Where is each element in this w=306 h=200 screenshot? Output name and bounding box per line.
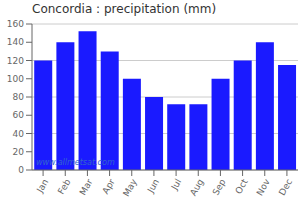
svg-text:Aug: Aug (188, 177, 205, 197)
svg-text:Oct: Oct (233, 177, 250, 196)
svg-text:120: 120 (8, 56, 24, 66)
svg-text:100: 100 (8, 74, 24, 84)
svg-text:140: 140 (8, 37, 24, 47)
svg-text:40: 40 (13, 129, 25, 139)
svg-text:60: 60 (13, 110, 25, 120)
svg-text:80: 80 (13, 92, 25, 102)
svg-text:May: May (121, 177, 139, 199)
html-text:www.allmetsat.com: www.allmetsat.com (36, 158, 115, 167)
svg-text:Dec: Dec (277, 177, 294, 197)
svg-text:Sep: Sep (211, 177, 228, 197)
svg-text:Mar: Mar (78, 177, 95, 197)
html-text:Concordia : precipitation (mm): Concordia : precipitation (mm) (32, 2, 217, 16)
svg-text:Jan: Jan (34, 177, 50, 195)
svg-text:Apr: Apr (100, 177, 117, 196)
svg-text:Feb: Feb (56, 177, 73, 196)
svg-text:Jul: Jul (169, 177, 184, 192)
svg-text:0: 0 (18, 165, 24, 175)
svg-text:Jun: Jun (145, 177, 161, 195)
svg-text:160: 160 (8, 19, 24, 29)
svg-text:Nov: Nov (255, 177, 273, 198)
svg-text:20: 20 (13, 147, 25, 157)
